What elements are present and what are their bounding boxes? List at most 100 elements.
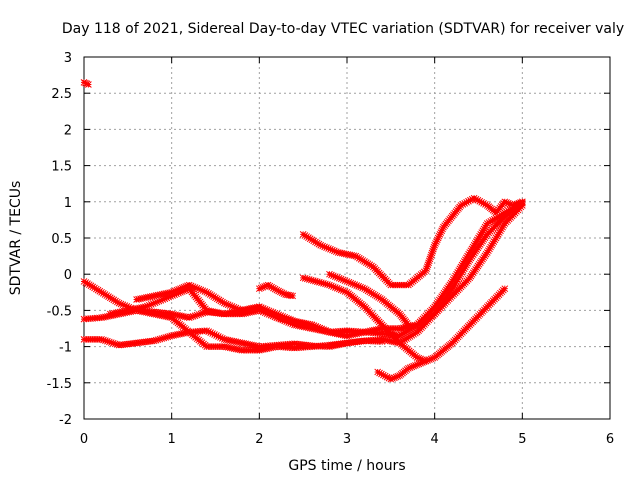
- data-point: [478, 198, 485, 206]
- data-point: [305, 276, 313, 283]
- data-point: [117, 300, 125, 308]
- data-point: [426, 356, 433, 363]
- data-point: [474, 236, 481, 244]
- data-point: [343, 278, 351, 285]
- data-point: [161, 295, 169, 303]
- data-point: [180, 287, 188, 295]
- data-point: [478, 229, 486, 236]
- data-point: [145, 301, 153, 309]
- data-point: [230, 303, 238, 311]
- data-point: [307, 276, 315, 284]
- data-point: [501, 198, 509, 206]
- data-point: [492, 234, 500, 242]
- data-point: [337, 275, 345, 283]
- data-point: [460, 265, 468, 273]
- data-point: [158, 335, 166, 342]
- data-point: [417, 355, 424, 363]
- data-point: [333, 274, 341, 281]
- data-point: [517, 199, 524, 206]
- data-point: [197, 310, 205, 318]
- data-point: [419, 359, 426, 366]
- data-point: [413, 361, 421, 369]
- data-point: [220, 299, 228, 307]
- data-point: [261, 283, 268, 290]
- data-point: [347, 279, 355, 287]
- x-tick-label: 4: [431, 432, 439, 447]
- data-point: [119, 301, 127, 309]
- data-point: [463, 254, 470, 262]
- data-point: [264, 281, 272, 289]
- data-point: [150, 337, 158, 345]
- data-point: [149, 300, 157, 307]
- chart-title: Day 118 of 2021, Sidereal Day-to-day VTE…: [62, 21, 624, 37]
- data-point: [427, 253, 434, 261]
- data-point: [315, 278, 323, 286]
- data-point: [331, 284, 339, 291]
- data-point: [209, 330, 216, 337]
- data-point: [503, 199, 510, 206]
- data-point: [123, 303, 131, 310]
- x-tick-label: 5: [518, 432, 526, 447]
- data-point: [465, 250, 472, 258]
- data-point: [461, 199, 469, 207]
- data-point: [378, 370, 385, 378]
- data-point: [147, 301, 155, 308]
- data-point: [257, 284, 265, 292]
- data-point: [499, 223, 506, 231]
- data-point: [422, 357, 430, 365]
- data-point: [224, 301, 232, 309]
- data-point: [461, 256, 469, 264]
- data-point: [324, 281, 331, 288]
- x-tick-label: 2: [255, 432, 263, 447]
- data-point: [309, 277, 317, 284]
- data-point: [501, 285, 509, 293]
- data-point: [374, 368, 382, 376]
- data-point: [423, 265, 430, 272]
- data-point: [459, 259, 467, 267]
- data-point: [449, 276, 457, 283]
- x-tick-label: 0: [80, 432, 88, 447]
- data-point: [474, 196, 482, 204]
- data-point: [357, 283, 364, 291]
- data-point: [151, 299, 159, 307]
- data-point: [438, 227, 446, 235]
- data-point: [255, 285, 263, 293]
- data-point: [175, 286, 183, 293]
- data-point: [277, 288, 284, 296]
- data-point: [449, 283, 457, 291]
- data-point: [199, 309, 207, 317]
- data-point: [429, 247, 436, 255]
- data-point: [105, 338, 113, 346]
- data-point: [152, 336, 160, 344]
- data-point: [453, 278, 460, 285]
- data-point: [159, 296, 167, 303]
- data-point: [463, 198, 470, 206]
- data-point: [498, 225, 505, 233]
- series-track-i: [299, 274, 430, 365]
- data-point: [273, 310, 281, 318]
- data-point: [425, 259, 432, 267]
- data-point: [330, 247, 338, 255]
- data-point: [184, 282, 191, 290]
- data-point: [455, 267, 463, 274]
- data-point: [195, 285, 203, 293]
- x-tick-label: 1: [168, 432, 176, 447]
- data-point: [349, 280, 357, 288]
- data-point: [102, 337, 109, 345]
- data-point: [504, 207, 512, 215]
- data-point: [424, 357, 432, 364]
- data-point: [468, 195, 476, 203]
- data-point: [318, 279, 325, 287]
- data-point: [331, 273, 339, 280]
- data-point: [259, 283, 267, 291]
- data-point: [113, 341, 121, 348]
- axis-ticks: 0 1 2 3 4 5 6 -2 -1.5 -1 -0.5 0 0.5 1 1.5 2 2.5 3: [47, 51, 615, 447]
- data-point: [518, 198, 526, 206]
- data-point: [466, 249, 474, 256]
- data-point: [195, 311, 203, 318]
- data-point: [389, 375, 396, 382]
- data-point: [175, 289, 182, 297]
- data-point: [333, 284, 341, 292]
- data-point: [142, 303, 149, 311]
- data-point: [479, 227, 487, 235]
